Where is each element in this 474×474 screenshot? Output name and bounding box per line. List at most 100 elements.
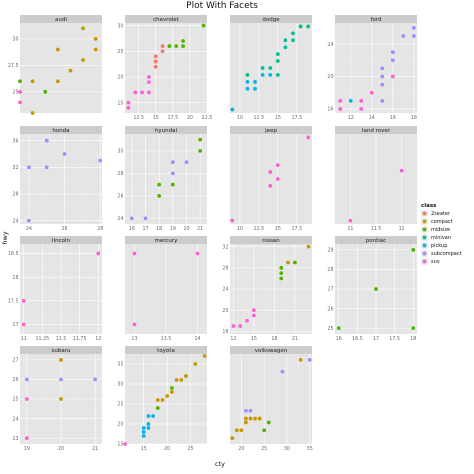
facet-panel-background <box>125 354 207 444</box>
x-tick-label: 17 <box>142 226 148 232</box>
y-tick-label: 35 <box>117 362 123 368</box>
x-tick-label: 19 <box>170 226 176 232</box>
data-point-pickup <box>245 86 250 91</box>
facet-strip-label: audi <box>55 17 67 23</box>
data-point-compact <box>174 378 179 382</box>
x-tick-label: 21 <box>92 446 98 452</box>
x-tick-label: 20 <box>183 226 189 232</box>
y-tick-label: 20 <box>222 308 228 314</box>
data-point-pickup <box>253 86 257 91</box>
data-point-midsize <box>266 420 271 425</box>
facet-subaru: subaru 19 20 21 23 24 25 26 27 <box>12 346 102 452</box>
data-point-suv <box>21 322 26 327</box>
data-point-subcompact <box>411 34 416 38</box>
x-tick-label: 20 <box>238 446 244 452</box>
data-point-pickup <box>146 414 151 418</box>
legend-swatch <box>422 235 427 240</box>
y-tick-label: 36 <box>12 138 18 144</box>
data-point-pickup <box>268 73 273 77</box>
facet-strip-label: dodge <box>262 17 280 23</box>
data-point-2seater <box>160 44 165 49</box>
facet-mercury: mercury 13 13.5 14 <box>125 236 207 342</box>
x-tick-label: 24 <box>26 226 32 232</box>
legend-swatch <box>422 243 427 248</box>
x-tick-label: 19 <box>24 446 30 452</box>
data-point-compact <box>165 394 170 398</box>
facet-strip-label: honda <box>52 128 69 134</box>
data-point-midsize <box>411 247 416 252</box>
facet-panels: audi 25 27.5 30 chevrolet 12.5 15 17.5 20 22.5 15 2… <box>8 15 417 452</box>
data-point-minivan <box>275 59 280 63</box>
x-tick-label: 18 <box>410 336 416 342</box>
legend-label: minivan <box>431 235 451 241</box>
x-tick-label: 17.5 <box>167 115 178 121</box>
data-point-midsize <box>279 276 284 281</box>
data-point-suv <box>123 442 127 446</box>
legend-label: pickup <box>431 243 447 249</box>
data-point-pickup <box>141 434 146 438</box>
data-point-subcompact <box>44 165 49 170</box>
data-point-minivan <box>245 73 250 77</box>
facet-strip <box>125 236 207 244</box>
data-point-midsize <box>279 271 284 276</box>
facet-strip <box>230 15 312 23</box>
data-point-subcompact <box>380 66 385 71</box>
data-point-pickup <box>348 98 353 103</box>
data-point-midsize <box>43 89 48 94</box>
x-tick-label: 15 <box>275 115 281 121</box>
facet-strip-label: pontiac <box>366 238 386 244</box>
y-tick-label: 20 <box>327 74 333 80</box>
x-axis-title: cty <box>215 460 225 468</box>
legend-label: suv <box>431 259 440 265</box>
data-point-2seater <box>153 64 158 69</box>
facet-strip-label: land rover <box>362 128 391 134</box>
data-point-compact <box>230 436 235 441</box>
facet-strip <box>230 126 312 134</box>
y-tick-label: 16 <box>327 107 333 113</box>
facet-strip <box>230 346 312 354</box>
data-point-minivan <box>283 38 288 43</box>
legend-swatch <box>422 251 427 256</box>
legend-label: compact <box>431 219 453 225</box>
data-point-subcompact <box>93 377 98 382</box>
x-tick-label: 20 <box>58 446 64 452</box>
y-tick-label: 15 <box>117 100 123 106</box>
data-point-subcompact <box>280 369 285 374</box>
data-point-subcompact <box>98 158 103 163</box>
data-point-midsize <box>157 193 162 198</box>
data-point-suv <box>132 322 137 327</box>
facet-strip-label: volkswagen <box>255 348 288 354</box>
data-point-suv <box>338 107 343 111</box>
data-point-suv <box>359 107 364 111</box>
y-tick-label: 25 <box>12 90 18 96</box>
data-point-subcompact <box>248 408 253 413</box>
facet-honda: honda 24 26 28 24 28 32 36 <box>12 126 103 232</box>
data-point-pickup <box>245 79 250 84</box>
facet-strip <box>230 236 312 244</box>
data-point-minivan <box>291 38 295 43</box>
facet-chevrolet: chevrolet 12.5 15 17.5 20 22.5 15 20 25 30 <box>117 15 212 121</box>
data-point-suv <box>238 324 243 328</box>
x-tick-label: 11 <box>347 226 353 232</box>
data-point-midsize <box>279 265 284 270</box>
x-tick-label: 16 <box>336 336 342 342</box>
data-point-2seater <box>160 49 165 54</box>
x-tick-label: 12 <box>399 226 405 232</box>
data-point-minivan <box>275 73 280 77</box>
facet-strip <box>335 126 417 134</box>
data-point-compact <box>59 397 63 401</box>
facet-strip <box>20 236 102 244</box>
x-tick-label: 15 <box>275 226 281 232</box>
data-point-suv <box>21 298 26 303</box>
legend-label: subcompact <box>431 251 462 257</box>
data-point-subcompact <box>380 98 385 103</box>
data-point-minivan <box>283 45 288 50</box>
y-tick-label: 20 <box>117 75 123 81</box>
x-tick-label: 11.5 <box>56 336 67 342</box>
data-point-suv <box>147 90 151 95</box>
x-tick-label: 17.5 <box>291 115 302 121</box>
y-tick-label: 18.5 <box>8 251 19 257</box>
data-point-suv <box>24 436 29 441</box>
data-point-suv <box>252 313 256 318</box>
data-point-midsize <box>293 260 297 265</box>
